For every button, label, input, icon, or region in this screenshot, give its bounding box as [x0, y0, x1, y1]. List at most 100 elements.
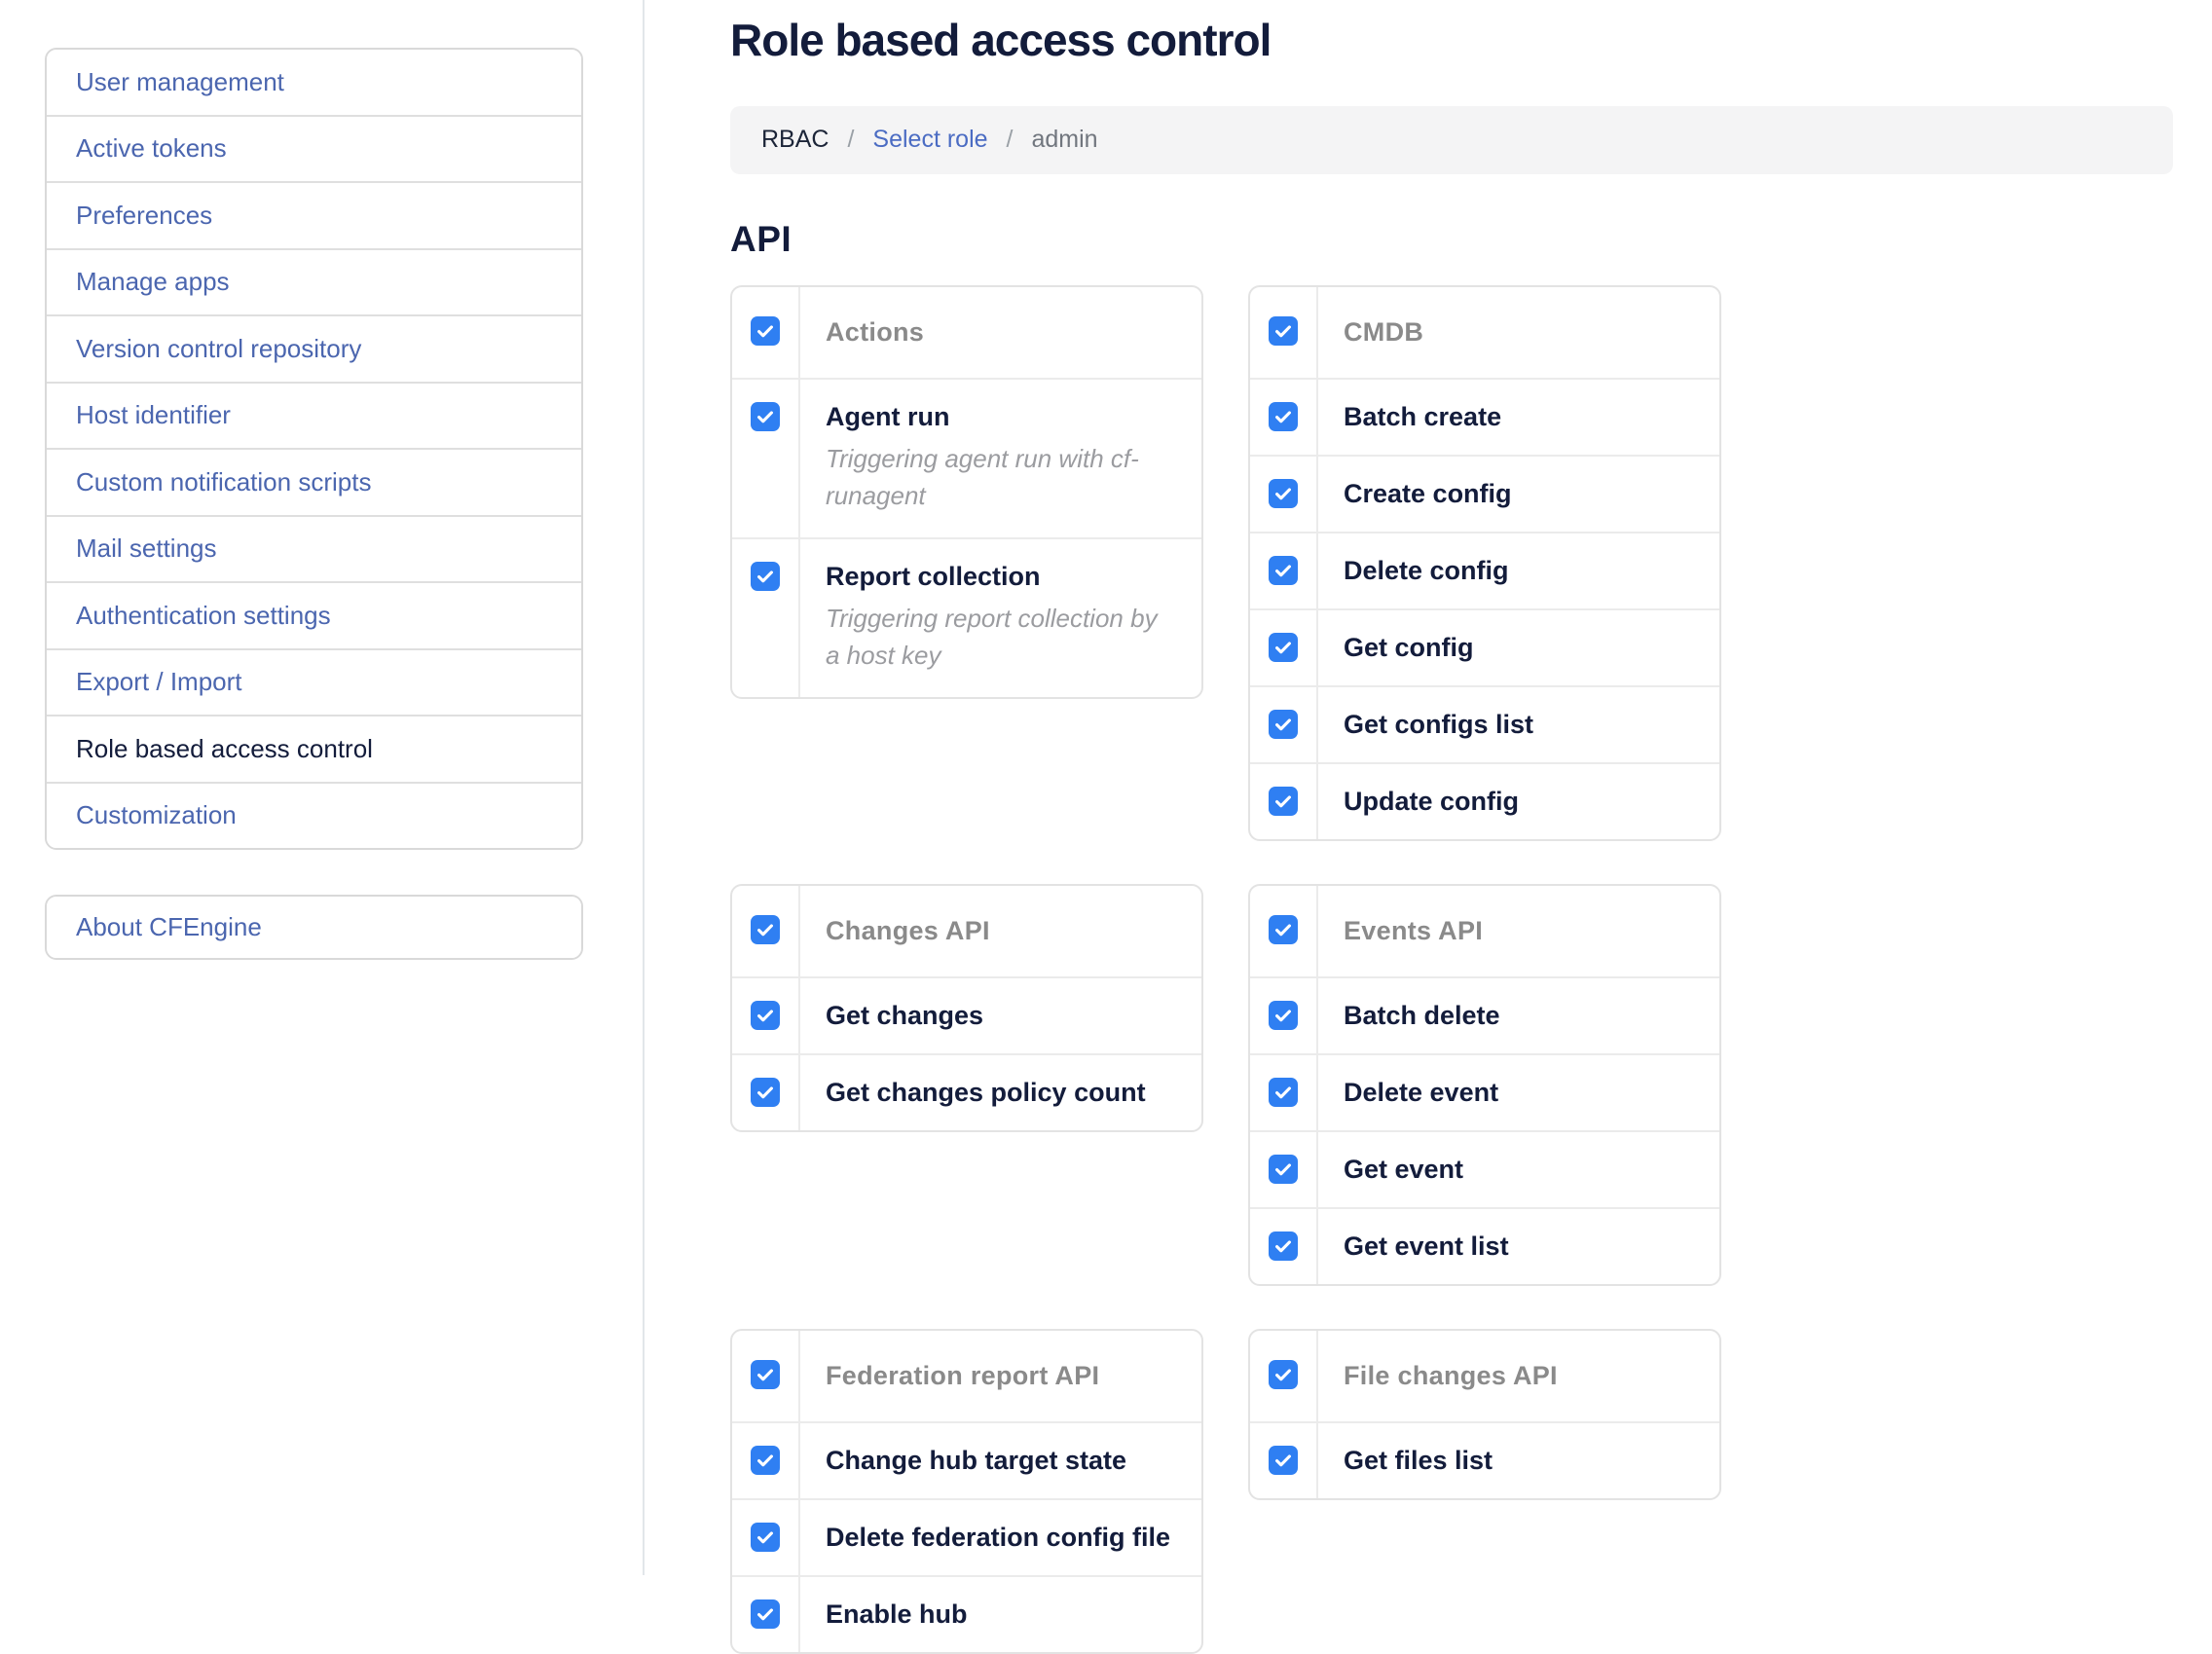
permission-checkbox-cell: [732, 538, 800, 697]
permission-label: Delete config: [1344, 555, 1509, 585]
permission-checkbox-delete-config[interactable]: [1269, 555, 1298, 585]
permission-checkbox-get-changes-policy-count[interactable]: [751, 1077, 780, 1107]
check-icon: [1275, 1454, 1291, 1467]
sidebar-item-user-management[interactable]: User management: [47, 50, 581, 115]
group-checkbox-federation-report-api[interactable]: [751, 1359, 780, 1389]
sidebar-item-manage-apps[interactable]: Manage apps: [47, 247, 581, 314]
permission-checkbox-create-config[interactable]: [1269, 478, 1298, 508]
permission-group-federation-report-api: Federation report API Change hub target s…: [730, 1328, 1203, 1654]
group-checkbox-file-changes-api[interactable]: [1269, 1359, 1298, 1389]
permission-label: Get changes policy count: [826, 1077, 1146, 1107]
group-name: Actions: [826, 316, 925, 347]
group-header-row: CMDB: [1250, 286, 1719, 378]
permission-checkbox-cell: [1250, 1131, 1318, 1207]
check-icon: [1275, 795, 1291, 808]
check-icon: [1275, 1369, 1291, 1381]
check-icon: [757, 325, 773, 338]
permission-label: Get files list: [1344, 1445, 1493, 1475]
group-name: Changes API: [826, 915, 990, 945]
permission-row-report-collection: Report collection Triggering report colle…: [732, 536, 1201, 697]
check-icon: [757, 1454, 773, 1467]
permission-body: Get files list: [1318, 1423, 1719, 1498]
sidebar-item-customization[interactable]: Customization: [47, 781, 581, 848]
permission-group-actions: Actions Agent run Triggering agent run wit…: [730, 284, 1203, 699]
permission-checkbox-enable-hub[interactable]: [751, 1599, 780, 1629]
permission-group-events-api: Events API Batch delete Delete event Get ev…: [1248, 883, 1721, 1286]
check-icon: [757, 1608, 773, 1621]
permission-checkbox-agent-run[interactable]: [751, 401, 780, 431]
group-name: CMDB: [1344, 316, 1424, 347]
group-header-row: Events API: [1250, 885, 1719, 976]
permission-checkbox-get-changes[interactable]: [751, 1000, 780, 1030]
permission-checkbox-report-collection[interactable]: [751, 561, 780, 591]
group-header-row: Actions: [732, 286, 1201, 378]
permission-label: Get configs list: [1344, 709, 1534, 739]
permission-row-batch-create: Batch create: [1250, 377, 1719, 455]
group-name: File changes API: [1344, 1360, 1558, 1390]
permission-checkbox-get-event[interactable]: [1269, 1154, 1298, 1184]
group-header-body: Changes API: [800, 886, 1201, 976]
group-checkbox-cell: [732, 286, 800, 378]
permission-checkbox-batch-delete[interactable]: [1269, 1000, 1298, 1030]
permission-label: Create config: [1344, 478, 1512, 508]
permission-checkbox-delete-federation-config-file[interactable]: [751, 1522, 780, 1552]
group-checkbox-actions[interactable]: [751, 315, 780, 346]
permission-checkbox-get-config[interactable]: [1269, 632, 1298, 662]
permission-body: Delete event: [1318, 1055, 1719, 1130]
check-icon: [757, 1531, 773, 1544]
permission-checkbox-get-event-list[interactable]: [1269, 1231, 1298, 1261]
check-icon: [1275, 718, 1291, 731]
sidebar-item-mail-settings[interactable]: Mail settings: [47, 514, 581, 581]
permission-checkbox-batch-create[interactable]: [1269, 401, 1298, 431]
sidebar-item-preferences[interactable]: Preferences: [47, 181, 581, 248]
app-window: User management Active tokens Preferences M…: [45, 0, 2173, 1654]
permission-row-create-config: Create config: [1250, 454, 1719, 532]
group-header-row: Changes API: [732, 885, 1201, 976]
sidebar-item-about-cfengine[interactable]: About CFEngine: [47, 897, 581, 958]
permission-body: Batch create: [1318, 380, 1719, 455]
permission-group-file-changes-api: File changes API Get files list: [1248, 1328, 1721, 1500]
breadcrumb-separator: /: [1006, 126, 1014, 154]
sidebar-item-active-tokens[interactable]: Active tokens: [47, 114, 581, 181]
sidebar-item-custom-notification-scripts[interactable]: Custom notification scripts: [47, 448, 581, 515]
group-header-body: Federation report API: [800, 1331, 1201, 1421]
sidebar-item-export-import[interactable]: Export / Import: [47, 647, 581, 715]
sidebar-item-role-based-access-control[interactable]: Role based access control: [47, 715, 581, 782]
check-icon: [1275, 411, 1291, 423]
breadcrumb-item-select-role[interactable]: Select role: [872, 126, 988, 154]
permission-row-delete-event: Delete event: [1250, 1052, 1719, 1130]
group-header-row: File changes API: [1250, 1330, 1719, 1421]
check-icon: [1275, 1163, 1291, 1176]
permission-checkbox-change-hub-target-state[interactable]: [751, 1445, 780, 1475]
permission-label: Get event: [1344, 1154, 1464, 1184]
permission-body: Get event: [1318, 1132, 1719, 1207]
permission-checkbox-get-files-list[interactable]: [1269, 1445, 1298, 1475]
permission-row-enable-hub: Enable hub: [732, 1574, 1201, 1652]
permission-body: Get config: [1318, 610, 1719, 685]
check-icon: [1275, 488, 1291, 500]
permission-body: Update config: [1318, 764, 1719, 839]
sidebar-item-version-control-repository[interactable]: Version control repository: [47, 314, 581, 382]
permission-label: Report collection: [826, 561, 1041, 591]
group-checkbox-events-api[interactable]: [1269, 914, 1298, 944]
permission-body: Batch delete: [1318, 978, 1719, 1053]
check-icon: [1275, 1240, 1291, 1253]
check-icon: [757, 1010, 773, 1022]
permission-checkbox-delete-event[interactable]: [1269, 1077, 1298, 1107]
permission-checkbox-get-configs-list[interactable]: [1269, 709, 1298, 739]
check-icon: [1275, 565, 1291, 577]
group-header-body: File changes API: [1318, 1331, 1719, 1421]
permission-label: Batch create: [1344, 401, 1502, 431]
permission-checkbox-update-config[interactable]: [1269, 786, 1298, 816]
group-checkbox-cmdb[interactable]: [1269, 315, 1298, 346]
sidebar-item-host-identifier[interactable]: Host identifier: [47, 381, 581, 448]
group-name: Federation report API: [826, 1360, 1100, 1390]
group-checkbox-changes-api[interactable]: [751, 914, 780, 944]
sidebar-item-authentication-settings[interactable]: Authentication settings: [47, 581, 581, 648]
group-header-body: Events API: [1318, 886, 1719, 976]
permission-body: Delete config: [1318, 533, 1719, 608]
section-heading-api: API: [730, 218, 793, 259]
permission-label: Agent run: [826, 401, 950, 431]
permission-label: Delete federation config file: [826, 1522, 1171, 1552]
permission-row-batch-delete: Batch delete: [1250, 975, 1719, 1053]
